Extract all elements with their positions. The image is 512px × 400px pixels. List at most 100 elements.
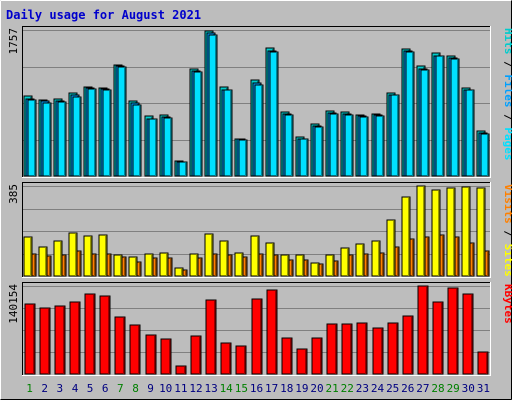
legend-top: Hits / Files / Pages <box>502 28 512 161</box>
x-tick-label: 3 <box>56 382 63 395</box>
bar-sites-day-10 <box>159 252 169 277</box>
legend-middle: Visits / Sites <box>502 184 512 277</box>
bar-sites-day-22 <box>340 247 350 277</box>
bar-sites-day-3 <box>53 240 63 277</box>
bar-kbytes-day-16 <box>251 298 263 375</box>
x-tick-label: 10 <box>159 382 172 395</box>
bar-sites-day-6 <box>98 234 108 277</box>
ymax-label-top: 1757 <box>7 28 20 55</box>
x-tick-label: 6 <box>102 382 109 395</box>
bar-kbytes-day-30 <box>462 293 474 375</box>
bar-sites-day-12 <box>189 253 199 277</box>
x-tick-label: 8 <box>132 382 139 395</box>
bar-pages-day-26 <box>405 51 415 177</box>
bar-pages-day-15 <box>238 139 248 177</box>
x-tick-label: 25 <box>386 382 399 395</box>
x-tick-label: 1 <box>26 382 33 395</box>
ymax-label-middle: 385 <box>7 184 20 204</box>
bar-sites-day-31 <box>476 187 486 277</box>
legend-entry-visits: Visits <box>502 184 512 224</box>
bar-kbytes-day-6 <box>99 295 111 375</box>
legend-entry-hits: Hits <box>502 28 512 55</box>
bar-kbytes-day-21 <box>326 323 338 375</box>
bar-kbytes-day-3 <box>54 305 66 375</box>
bar-sites-day-2 <box>38 246 48 277</box>
bar-kbytes-day-15 <box>235 345 247 375</box>
legend-separator: / <box>502 224 512 244</box>
bar-sites-day-21 <box>325 254 335 277</box>
x-tick-label: 14 <box>220 382 234 395</box>
x-tick-label: 2 <box>41 382 48 395</box>
bar-pages-day-14 <box>223 89 233 177</box>
bar-sites-day-4 <box>68 232 78 277</box>
bar-kbytes-day-17 <box>266 289 278 375</box>
panel-bottom: 140154 KBytes <box>7 282 512 376</box>
bar-sites-day-9 <box>144 253 154 277</box>
bar-sites-day-5 <box>83 235 93 277</box>
bar-pages-day-12 <box>193 71 203 177</box>
x-tick-label: 22 <box>341 382 354 395</box>
legend-entry-files: Files <box>502 74 512 107</box>
x-tick-label: 16 <box>250 382 263 395</box>
bar-kbytes-day-18 <box>281 337 293 375</box>
bar-pages-day-24 <box>375 115 385 177</box>
bar-pages-day-18 <box>284 114 294 177</box>
bar-sites-day-19 <box>295 254 305 277</box>
bar-kbytes-day-26 <box>402 315 414 375</box>
bar-pages-day-22 <box>344 114 354 177</box>
legend-entry-sites: Sites <box>502 244 512 277</box>
bar-kbytes-day-9 <box>145 334 157 375</box>
x-tick-label: 13 <box>204 382 217 395</box>
bar-pages-day-10 <box>163 117 173 177</box>
bar-sites-day-17 <box>265 242 275 277</box>
x-tick-label: 20 <box>310 382 323 395</box>
bar-pages-day-19 <box>299 138 309 177</box>
bar-kbytes-day-27 <box>417 285 429 375</box>
bar-pages-day-1 <box>27 99 37 177</box>
bar-pages-day-31 <box>480 133 490 177</box>
legend-separator: / <box>502 108 512 128</box>
bar-kbytes-day-24 <box>372 327 384 375</box>
bar-sites-day-28 <box>431 189 441 277</box>
bar-pages-day-25 <box>390 94 400 177</box>
bar-pages-day-2 <box>42 102 52 177</box>
bar-pages-day-13 <box>208 34 218 177</box>
bar-kbytes-day-25 <box>387 322 399 375</box>
bar-pages-day-9 <box>148 118 158 177</box>
bar-sites-day-13 <box>204 233 214 277</box>
bar-sites-day-20 <box>310 262 320 277</box>
bar-kbytes-day-1 <box>24 303 36 375</box>
panel-middle: 385 Visits / Sites <box>7 182 512 278</box>
x-tick-label: 9 <box>147 382 154 395</box>
x-tick-label: 31 <box>477 382 490 395</box>
x-tick-label: 17 <box>265 382 278 395</box>
bar-sites-day-11 <box>174 267 184 277</box>
x-tick-label: 4 <box>72 382 79 395</box>
bar-pages-day-27 <box>420 69 430 177</box>
bar-pages-day-30 <box>465 89 475 177</box>
bar-kbytes-day-20 <box>311 337 323 375</box>
bar-kbytes-day-31 <box>477 351 489 375</box>
bar-pages-day-16 <box>254 84 264 177</box>
chart-title: Daily usage for August 2021 <box>6 8 201 22</box>
x-tick-label: 29 <box>447 382 460 395</box>
bar-kbytes-day-8 <box>129 324 141 375</box>
x-tick-label: 5 <box>87 382 94 395</box>
bar-pages-day-20 <box>314 126 324 177</box>
panel-top: 1757 Hits / Files / Pages <box>7 26 512 178</box>
x-tick-label: 26 <box>401 382 414 395</box>
x-tick-label: 23 <box>356 382 369 395</box>
bar-pages-day-5 <box>87 88 97 177</box>
bar-kbytes-day-5 <box>84 293 96 375</box>
ymax-label-bottom: 140154 <box>7 284 20 324</box>
bar-kbytes-day-12 <box>190 335 202 375</box>
bar-pages-day-7 <box>117 66 127 177</box>
x-tick-label: 24 <box>371 382 385 395</box>
bar-pages-day-8 <box>132 104 142 177</box>
x-tick-label: 11 <box>174 382 187 395</box>
bar-pages-day-4 <box>72 96 82 177</box>
x-tick-label: 15 <box>235 382 248 395</box>
bar-pages-day-6 <box>102 89 112 177</box>
bar-pages-day-21 <box>329 113 339 177</box>
